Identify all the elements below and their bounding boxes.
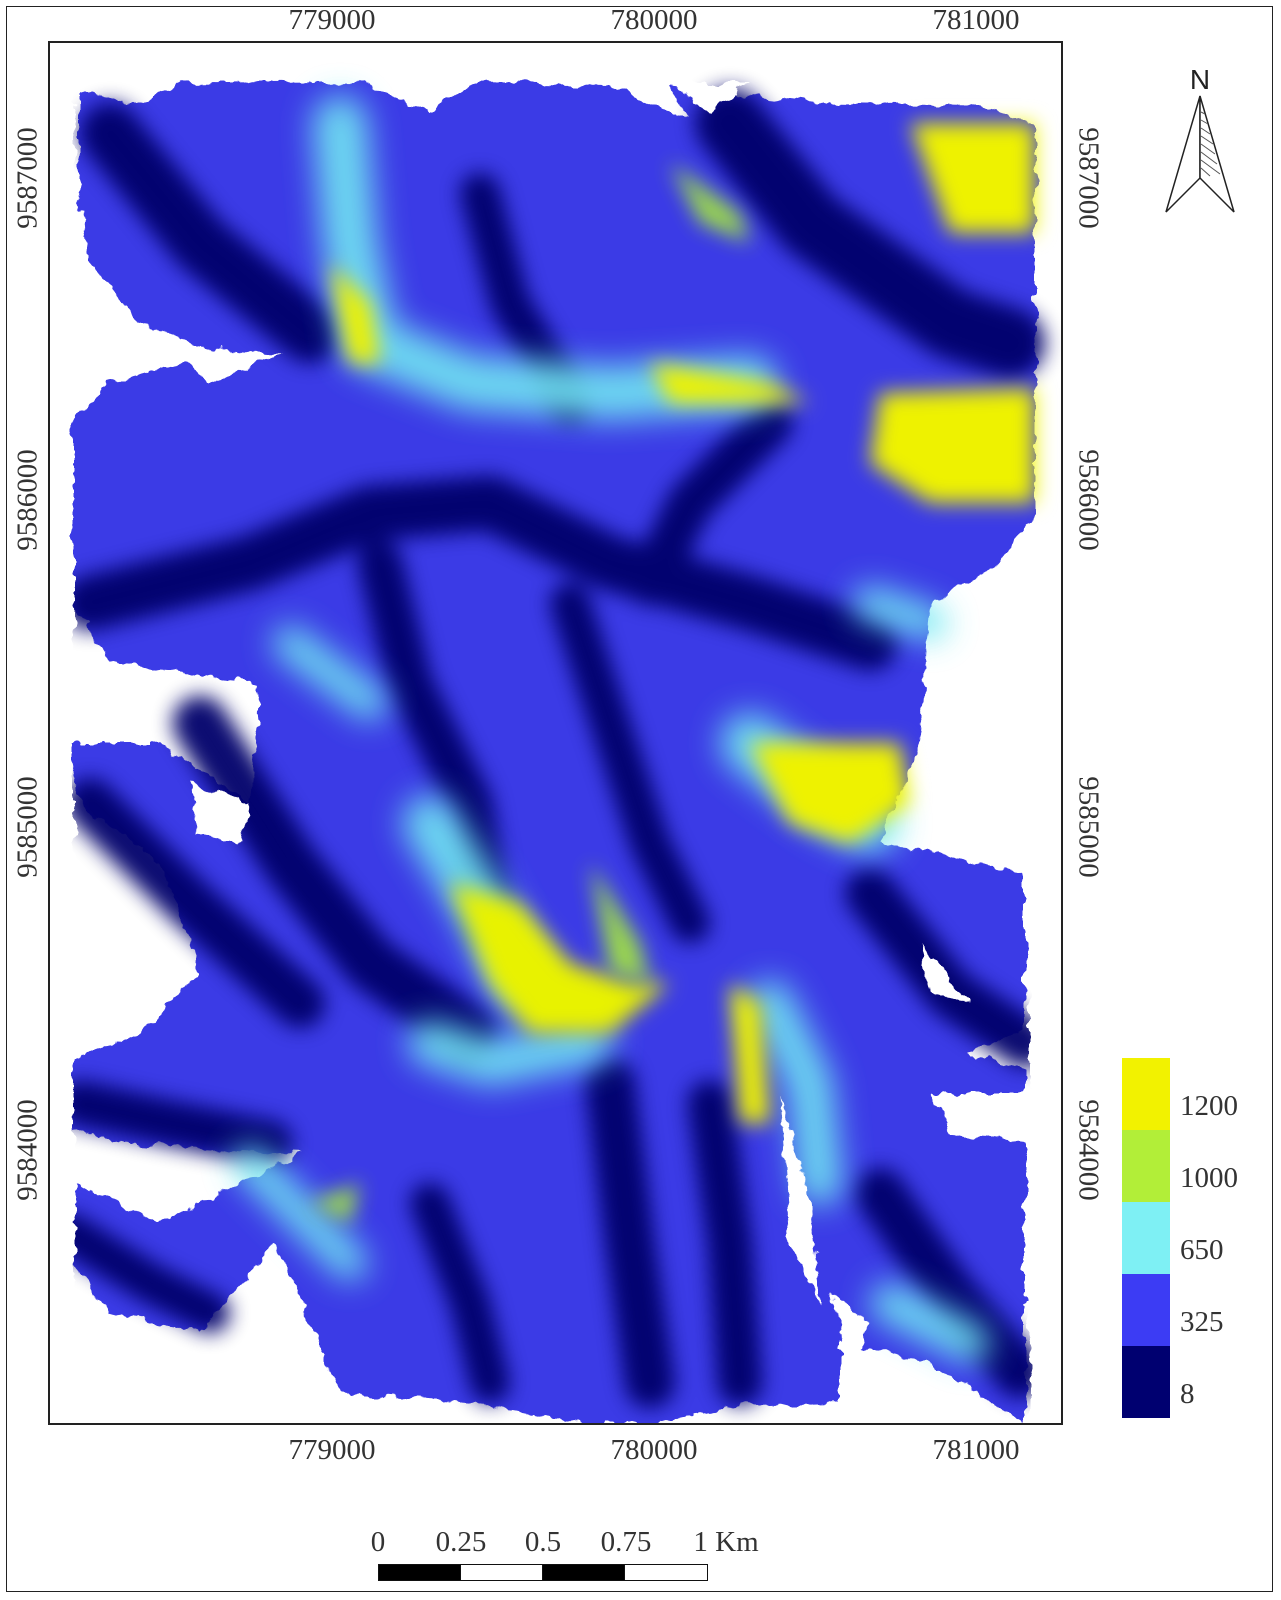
y-tick-right-9585000: 9585000 <box>1072 776 1105 878</box>
legend-swatch-8 <box>1122 1346 1170 1418</box>
x-tick-top-780000: 780000 <box>610 4 698 36</box>
map-frame <box>48 41 1063 1425</box>
x-tick-bottom-779000: 779000 <box>288 1434 376 1466</box>
y-tick-right-9584000: 9584000 <box>1072 1099 1105 1201</box>
scale-label-0: 0 <box>370 1526 386 1558</box>
y-tick-left-9585000: 9585000 <box>11 776 44 878</box>
y-tick-left-9584000: 9584000 <box>11 1099 44 1201</box>
legend-label-1000: 1000 <box>1180 1162 1238 1194</box>
scale-label-0.25: 0.25 <box>435 1526 487 1558</box>
legend-swatch-325 <box>1122 1274 1170 1346</box>
north-letter: N <box>1189 64 1211 95</box>
legend-label-8: 8 <box>1180 1378 1195 1410</box>
x-tick-bottom-780000: 780000 <box>610 1434 698 1466</box>
legend-swatch-1200 <box>1122 1058 1170 1130</box>
elevation-raster <box>50 81 1061 1423</box>
x-tick-top-779000: 779000 <box>288 4 376 36</box>
x-tick-top-781000: 781000 <box>932 4 1020 36</box>
legend-swatch-650 <box>1122 1202 1170 1274</box>
y-tick-right-9587000: 9587000 <box>1072 127 1105 229</box>
scale-label-0.75: 0.75 <box>600 1526 652 1558</box>
x-tick-bottom-781000: 781000 <box>932 1434 1020 1466</box>
scale-segment-1 <box>378 1564 461 1581</box>
scale-segment-2 <box>460 1564 543 1581</box>
scale-label-0.5: 0.5 <box>524 1526 562 1558</box>
page-border <box>6 6 1273 1592</box>
legend-swatch-1000 <box>1122 1130 1170 1202</box>
legend-label-650: 650 <box>1180 1234 1224 1266</box>
scale-label-1km: 1 Km <box>693 1526 759 1558</box>
scale-segment-4 <box>624 1564 708 1581</box>
north-arrow-icon <box>1165 95 1235 213</box>
legend-label-1200: 1200 <box>1180 1090 1238 1122</box>
y-tick-left-9586000: 9586000 <box>11 449 44 551</box>
legend-label-325: 325 <box>1180 1306 1224 1338</box>
y-tick-right-9586000: 9586000 <box>1072 449 1105 551</box>
y-tick-left-9587000: 9587000 <box>11 127 44 229</box>
scale-segment-3 <box>542 1564 625 1581</box>
